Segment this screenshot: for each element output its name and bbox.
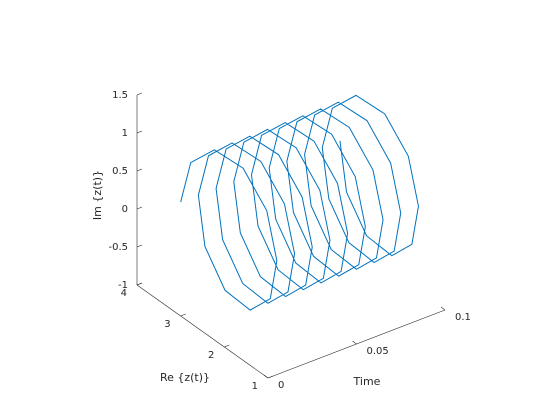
y-tick-label: 4 xyxy=(121,288,127,299)
z-tick-label: 1.5 xyxy=(112,90,128,101)
x-tick xyxy=(352,340,357,345)
z-tick xyxy=(136,92,143,96)
z-axis-label: Im {z(t)} xyxy=(91,170,104,220)
x-tick-label: 0.05 xyxy=(367,346,389,357)
z-tick xyxy=(136,244,143,248)
z-tick-label: 0 xyxy=(122,204,128,215)
z-tick xyxy=(136,130,143,134)
z-tick xyxy=(136,206,143,210)
y-tick xyxy=(267,375,274,379)
z-tick-label: 0.5 xyxy=(112,166,128,177)
x-tick xyxy=(440,306,446,311)
y-tick-label: 2 xyxy=(208,350,214,361)
y-tick xyxy=(224,344,230,348)
x-tick xyxy=(263,374,269,379)
helix-line xyxy=(180,94,419,311)
y-axis-line xyxy=(136,284,269,379)
z-tick-label: -0.5 xyxy=(108,242,128,253)
x-axis-label: Time xyxy=(353,375,381,388)
x-tick-label: 0.1 xyxy=(455,312,471,323)
z-tick xyxy=(136,282,143,286)
y-axis-label: Re {z(t)} xyxy=(160,371,210,384)
y-tick-label: 3 xyxy=(164,319,170,330)
x-tick-label: 0 xyxy=(278,380,284,391)
z-tick-label: -1 xyxy=(118,280,128,291)
y-tick xyxy=(180,313,186,317)
y-tick-label: 1 xyxy=(252,381,258,392)
z-tick-label: 1 xyxy=(122,128,128,139)
z-tick xyxy=(136,168,143,172)
